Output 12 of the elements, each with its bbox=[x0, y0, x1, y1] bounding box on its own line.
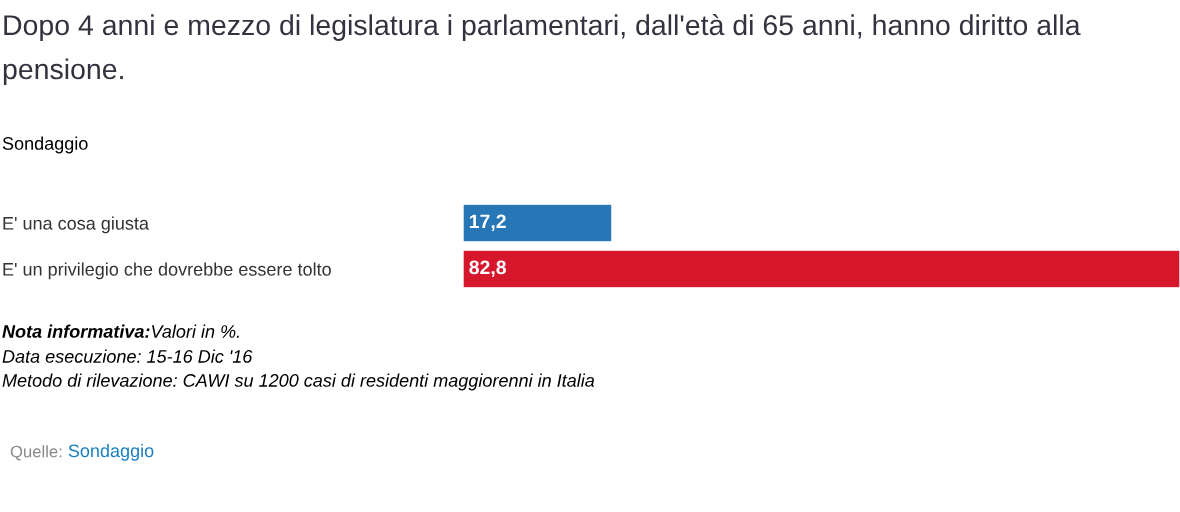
text: Sondaggio bbox=[68, 443, 154, 461]
text: Metodo di rilevazione: CAWI su 1200 casi di residenti maggiorenni in Italia bbox=[2, 373, 595, 391]
y-tick-label: E' un privilegio che dovrebbe essere tolto bbox=[3, 262, 331, 280]
text: Valori in %. bbox=[152, 324, 239, 338]
text: Sondaggio bbox=[2, 136, 88, 154]
text: Data esecuzione: 15-16 Dic '16 bbox=[2, 349, 253, 363]
y-tick-label: E' una cosa giusta bbox=[3, 216, 149, 234]
chart-title: Dopo 4 anni e mezzo di legislatura i parlamentari, dall'età di 65 anni, hanno diritto alla pensione. bbox=[3, 14, 1081, 85]
source-note: Quelle: bbox=[10, 445, 62, 461]
text: Nota informativa: bbox=[2, 324, 150, 338]
data-label: 17,2 bbox=[469, 214, 506, 232]
data-label: 82,8 bbox=[469, 260, 506, 278]
